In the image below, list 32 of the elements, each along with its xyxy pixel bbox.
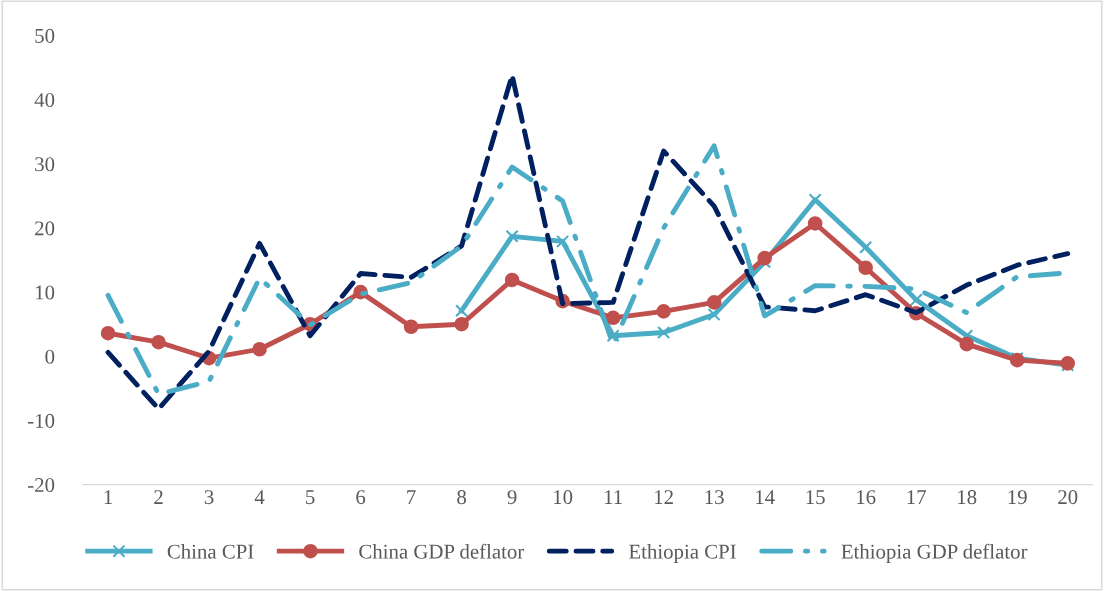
y-tick-label: 30: [35, 157, 55, 172]
x-tick-label: 15: [806, 490, 825, 505]
legend-label: China GDP deflator: [359, 543, 525, 559]
x-tick-label: 13: [705, 490, 724, 505]
legend-label: China CPI: [167, 544, 254, 559]
y-tick-label: 0: [45, 349, 55, 364]
legend-label: Ethiopia GDP deflator: [841, 543, 1028, 563]
x-tick-label: 17: [907, 490, 926, 504]
x-tick-label: 6: [356, 490, 366, 505]
y-tick-label: -10: [28, 413, 55, 428]
x-tick-label: 1: [104, 490, 113, 504]
x-tick-label: 3: [204, 490, 214, 505]
x-tick-label: 14: [756, 490, 775, 504]
x-tick-label: 5: [306, 490, 315, 505]
legend-label: Ethiopia CPI: [629, 544, 736, 563]
x-tick-label: 19: [1008, 490, 1027, 505]
x-tick-label: 8: [457, 490, 467, 505]
y-tick-label: 10: [36, 285, 55, 300]
x-tick-label: 2: [154, 490, 163, 504]
y-tick-label: -20: [28, 477, 55, 493]
y-tick-label: 50: [35, 28, 55, 43]
x-tick-label: 20: [1058, 490, 1078, 505]
x-tick-label: 11: [604, 490, 622, 504]
x-tick-label: 4: [254, 490, 265, 504]
y-tick-label: 20: [35, 221, 55, 236]
x-tick-label: 16: [857, 490, 876, 505]
x-tick-label: 12: [655, 490, 673, 504]
x-tick-label: 7: [407, 490, 416, 504]
y-tick-label: 40: [34, 93, 55, 108]
x-tick-label: 9: [507, 490, 517, 505]
x-tick-label: 10: [554, 490, 573, 505]
x-tick-label: 18: [958, 490, 977, 505]
